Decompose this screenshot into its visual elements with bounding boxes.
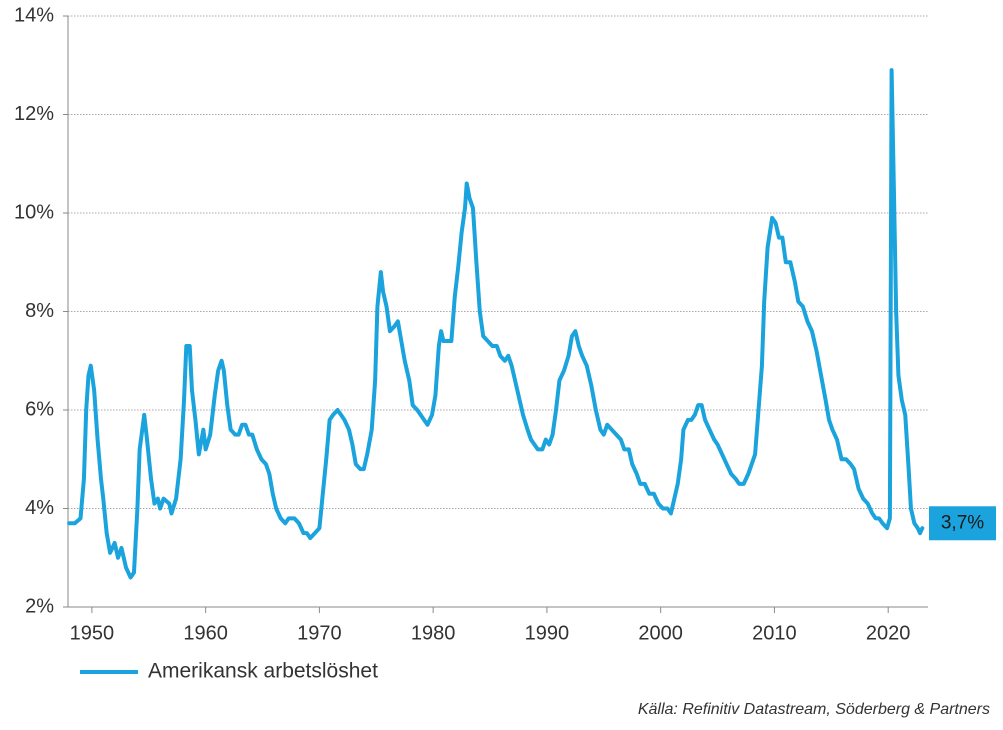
x-tick-label: 2010 [752,622,797,644]
source: Källa: Refinitiv Datastream, Söderberg &… [638,701,990,718]
y-tick-label: 2% [25,595,54,617]
x-tick-label: 1980 [411,622,456,644]
x-tick-label: 2020 [866,622,911,644]
x-tick-label: 1960 [183,622,228,644]
data-line [67,68,925,580]
y-tick-label: 4% [25,497,54,519]
x-tick-label: 1990 [525,622,570,644]
x-tick-label: 1970 [297,622,342,644]
y-tick-label: 12% [14,103,54,125]
x-tick-label: 2000 [638,622,683,644]
x-tick-label: 1950 [70,622,115,644]
y-tick-label: 10% [14,201,54,223]
annotation-box [929,506,996,541]
y-tick-label: 6% [25,398,54,420]
legend-label: Amerikansk arbetslöshet [148,660,378,683]
annotation-label: 3,7% [941,512,984,533]
y-tick-label: 14% [14,4,54,26]
y-tick-label: 8% [25,300,54,322]
